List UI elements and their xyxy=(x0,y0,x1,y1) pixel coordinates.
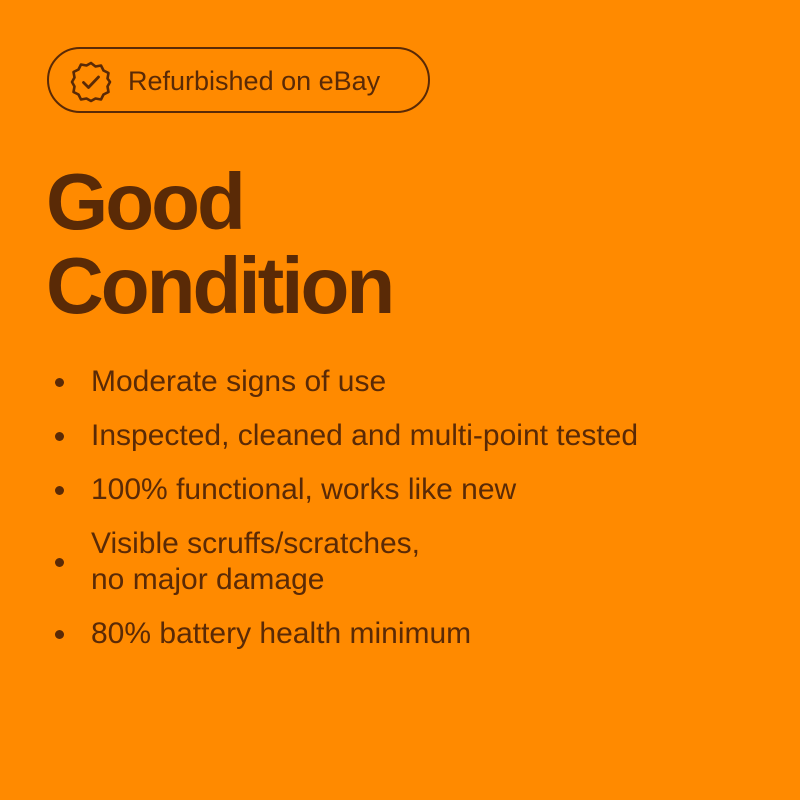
refurbished-badge: Refurbished on eBay xyxy=(47,47,430,113)
list-item: Visible scruffs/scratches, no major damag… xyxy=(53,526,638,598)
list-item-text: 100% functional, works like new xyxy=(91,473,517,506)
verified-badge-check-icon xyxy=(70,61,112,103)
bullet-icon xyxy=(55,432,64,441)
list-item: Inspected, cleaned and multi-point teste… xyxy=(53,418,638,454)
list-item: 80% battery health minimum xyxy=(53,616,638,652)
feature-list: Moderate signs of use Inspected, cleaned… xyxy=(53,364,638,670)
badge-label: Refurbished on eBay xyxy=(128,66,381,96)
bullet-icon xyxy=(55,558,64,567)
bullet-icon xyxy=(55,486,64,495)
list-item-text: Inspected, cleaned and multi-point teste… xyxy=(91,419,639,452)
list-item: Moderate signs of use xyxy=(53,364,638,400)
list-item-text: Visible scruffs/scratches, xyxy=(91,527,421,560)
page-title: Good Condition xyxy=(46,157,395,330)
list-item-text: 80% battery health minimum xyxy=(91,617,472,650)
title-line-2: Condition xyxy=(46,241,395,330)
list-item-text: Moderate signs of use xyxy=(91,365,387,398)
title-line-1: Good xyxy=(46,157,246,246)
list-item-text: no major damage xyxy=(91,563,325,596)
list-item: 100% functional, works like new xyxy=(53,472,638,508)
bullet-icon xyxy=(55,378,64,387)
bullet-icon xyxy=(55,630,64,639)
